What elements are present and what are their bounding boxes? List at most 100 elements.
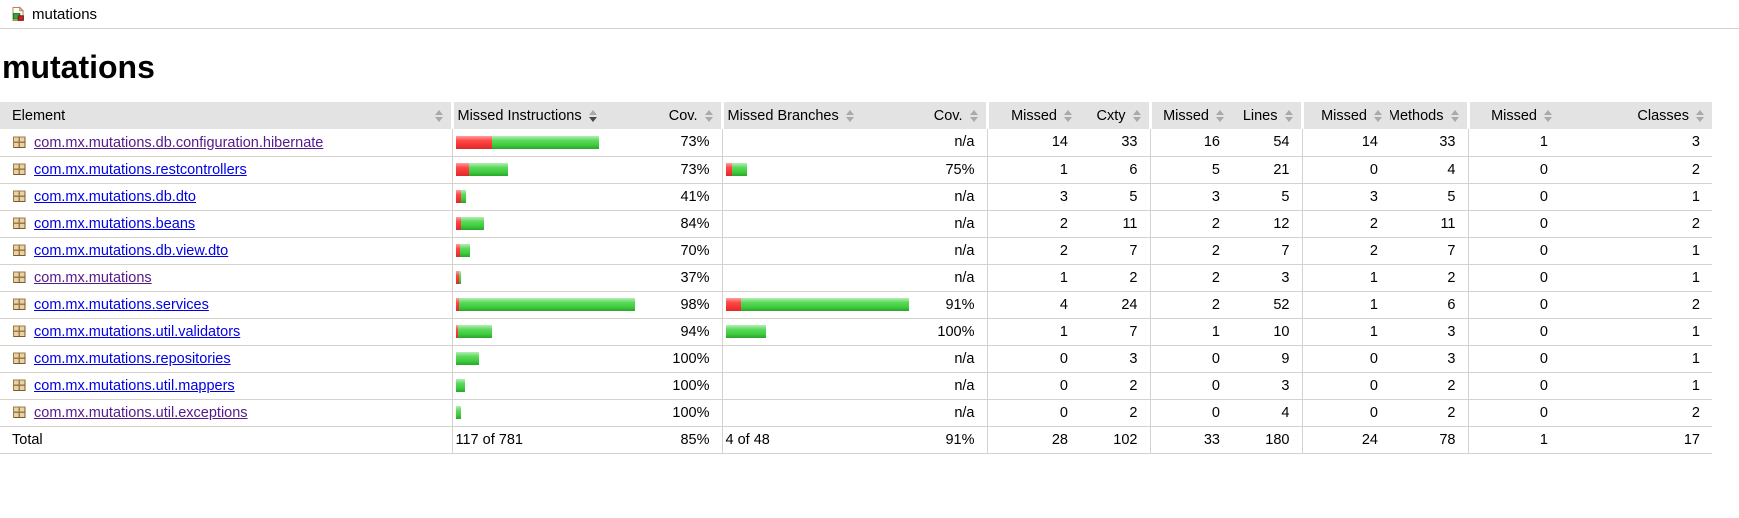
- branches-coverage-value: n/a: [915, 264, 987, 292]
- package-link[interactable]: com.mx.mutations: [34, 270, 152, 286]
- column-header-label: Missed: [1163, 107, 1209, 124]
- column-header-lines[interactable]: Lines: [1232, 102, 1302, 129]
- package-link[interactable]: com.mx.mutations.util.mappers: [34, 378, 235, 394]
- classes-value: 2: [1560, 291, 1712, 319]
- instructions-bar: [451, 129, 645, 157]
- package-icon: [11, 188, 27, 204]
- missed-cxty-value: 2: [986, 237, 1080, 265]
- branches-bar: [721, 156, 915, 184]
- package-link[interactable]: com.mx.mutations.db.configuration.hibern…: [34, 134, 324, 151]
- lines-value: 3: [1232, 372, 1302, 400]
- instructions-bar: [451, 210, 645, 238]
- column-header-label: Cov.: [668, 107, 698, 124]
- missed-classes-value: 0: [1467, 237, 1560, 265]
- column-header-cxty[interactable]: Cxty: [1080, 102, 1150, 129]
- package-icon: [11, 269, 27, 285]
- methods-value: 11: [1390, 210, 1468, 238]
- missed-lines-value: 5: [1149, 156, 1232, 184]
- element-cell: com.mx.mutations.services: [0, 291, 452, 319]
- column-header-label: Methods: [1390, 107, 1444, 124]
- total-lines-value: 180: [1232, 426, 1302, 454]
- branches-bar: [721, 237, 915, 265]
- missed-cxty-value: 4: [986, 291, 1080, 319]
- cxty-value: 6: [1080, 156, 1150, 184]
- total-instructions-coverage: 85%: [645, 426, 722, 454]
- package-icon: [11, 242, 27, 258]
- table-row: com.mx.mutations.util.validators 94% 100% 1…: [0, 318, 1712, 346]
- branches-bar: [721, 264, 915, 292]
- methods-value: 5: [1390, 183, 1468, 211]
- column-header-classes[interactable]: Classes: [1560, 102, 1712, 129]
- covered-bar-segment: [740, 298, 909, 312]
- missed-classes-value: 0: [1467, 318, 1560, 346]
- element-cell: com.mx.mutations.db.dto: [0, 183, 452, 211]
- instructions-bar: [451, 345, 645, 373]
- package-icon: [11, 350, 27, 366]
- instructions-bar: [451, 372, 645, 400]
- missed-methods-value: 0: [1301, 156, 1390, 184]
- lines-value: 4: [1232, 399, 1302, 427]
- package-icon: [11, 377, 27, 393]
- missed-classes-value: 0: [1467, 399, 1560, 427]
- package-link[interactable]: com.mx.mutations.beans: [34, 216, 196, 232]
- column-header-methods[interactable]: Methods: [1390, 102, 1468, 129]
- instructions-coverage-value: 41%: [645, 183, 722, 211]
- element-cell: com.mx.mutations.repositories: [0, 345, 452, 373]
- instructions-coverage-value: 84%: [645, 210, 722, 238]
- column-header-missed-branches[interactable]: Missed Branches: [720, 102, 915, 129]
- column-header-label: Missed: [1491, 107, 1537, 124]
- classes-value: 1: [1560, 318, 1712, 346]
- instructions-coverage-value: 37%: [645, 264, 722, 292]
- missed-lines-value: 0: [1149, 372, 1232, 400]
- lines-value: 5: [1232, 183, 1302, 211]
- missed-classes-value: 0: [1467, 156, 1560, 184]
- package-link[interactable]: com.mx.mutations.db.view.dto: [34, 243, 229, 259]
- column-header-branches-coverage[interactable]: Cov.: [915, 102, 987, 129]
- package-link[interactable]: com.mx.mutations.restcontrollers: [34, 162, 247, 178]
- table-row: com.mx.mutations.repositories 100% n/a 0 3 0 9…: [0, 345, 1712, 373]
- covered-bar-segment: [455, 379, 465, 393]
- column-header-missed-lines[interactable]: Missed: [1148, 102, 1232, 129]
- instructions-coverage-value: 73%: [645, 129, 722, 157]
- sort-icon: [1450, 109, 1459, 122]
- package-link[interactable]: com.mx.mutations.db.dto: [34, 189, 196, 205]
- package-link[interactable]: com.mx.mutations.services: [34, 297, 209, 313]
- missed-bar-segment: [455, 217, 461, 231]
- package-icon: [11, 296, 27, 312]
- instructions-coverage-value: 98%: [645, 291, 722, 319]
- branches-bar: [721, 210, 915, 238]
- column-header-missed-methods[interactable]: Missed: [1300, 102, 1390, 129]
- column-header-missed-cxty[interactable]: Missed: [985, 102, 1080, 129]
- column-header-missed-classes[interactable]: Missed: [1466, 102, 1560, 129]
- package-link[interactable]: com.mx.mutations.util.validators: [34, 324, 241, 340]
- total-label: Total: [0, 426, 452, 454]
- cxty-value: 2: [1080, 264, 1150, 292]
- covered-bar-segment: [725, 325, 766, 339]
- sort-icon: [969, 109, 978, 122]
- classes-value: 1: [1560, 183, 1712, 211]
- branches-coverage-value: n/a: [915, 399, 987, 427]
- column-header-instructions-coverage[interactable]: Cov.: [645, 102, 722, 129]
- covered-bar-segment: [458, 298, 635, 312]
- total-missed-methods-value: 24: [1301, 426, 1390, 454]
- lines-value: 7: [1232, 237, 1302, 265]
- element-cell: com.mx.mutations.db.configuration.hibern…: [0, 129, 452, 157]
- column-header-element[interactable]: Element: [0, 102, 452, 129]
- column-header-missed-instructions[interactable]: Missed Instructions: [450, 102, 645, 129]
- missed-lines-value: 2: [1149, 237, 1232, 265]
- classes-value: 1: [1560, 345, 1712, 373]
- classes-value: 2: [1560, 156, 1712, 184]
- total-classes-value: 17: [1560, 426, 1712, 454]
- missed-methods-value: 0: [1301, 372, 1390, 400]
- missed-bar-segment: [725, 298, 741, 312]
- sort-icon: [1696, 109, 1704, 122]
- instructions-bar: [451, 318, 645, 346]
- total-missed-cxty-value: 28: [986, 426, 1080, 454]
- branches-coverage-value: 75%: [915, 156, 987, 184]
- sort-icon: [1132, 109, 1141, 122]
- package-link[interactable]: com.mx.mutations.repositories: [34, 351, 231, 367]
- package-icon: [11, 215, 27, 231]
- package-link[interactable]: com.mx.mutations.util.exceptions: [34, 405, 248, 421]
- element-cell: com.mx.mutations.util.mappers: [0, 372, 452, 400]
- instructions-coverage-value: 100%: [645, 399, 722, 427]
